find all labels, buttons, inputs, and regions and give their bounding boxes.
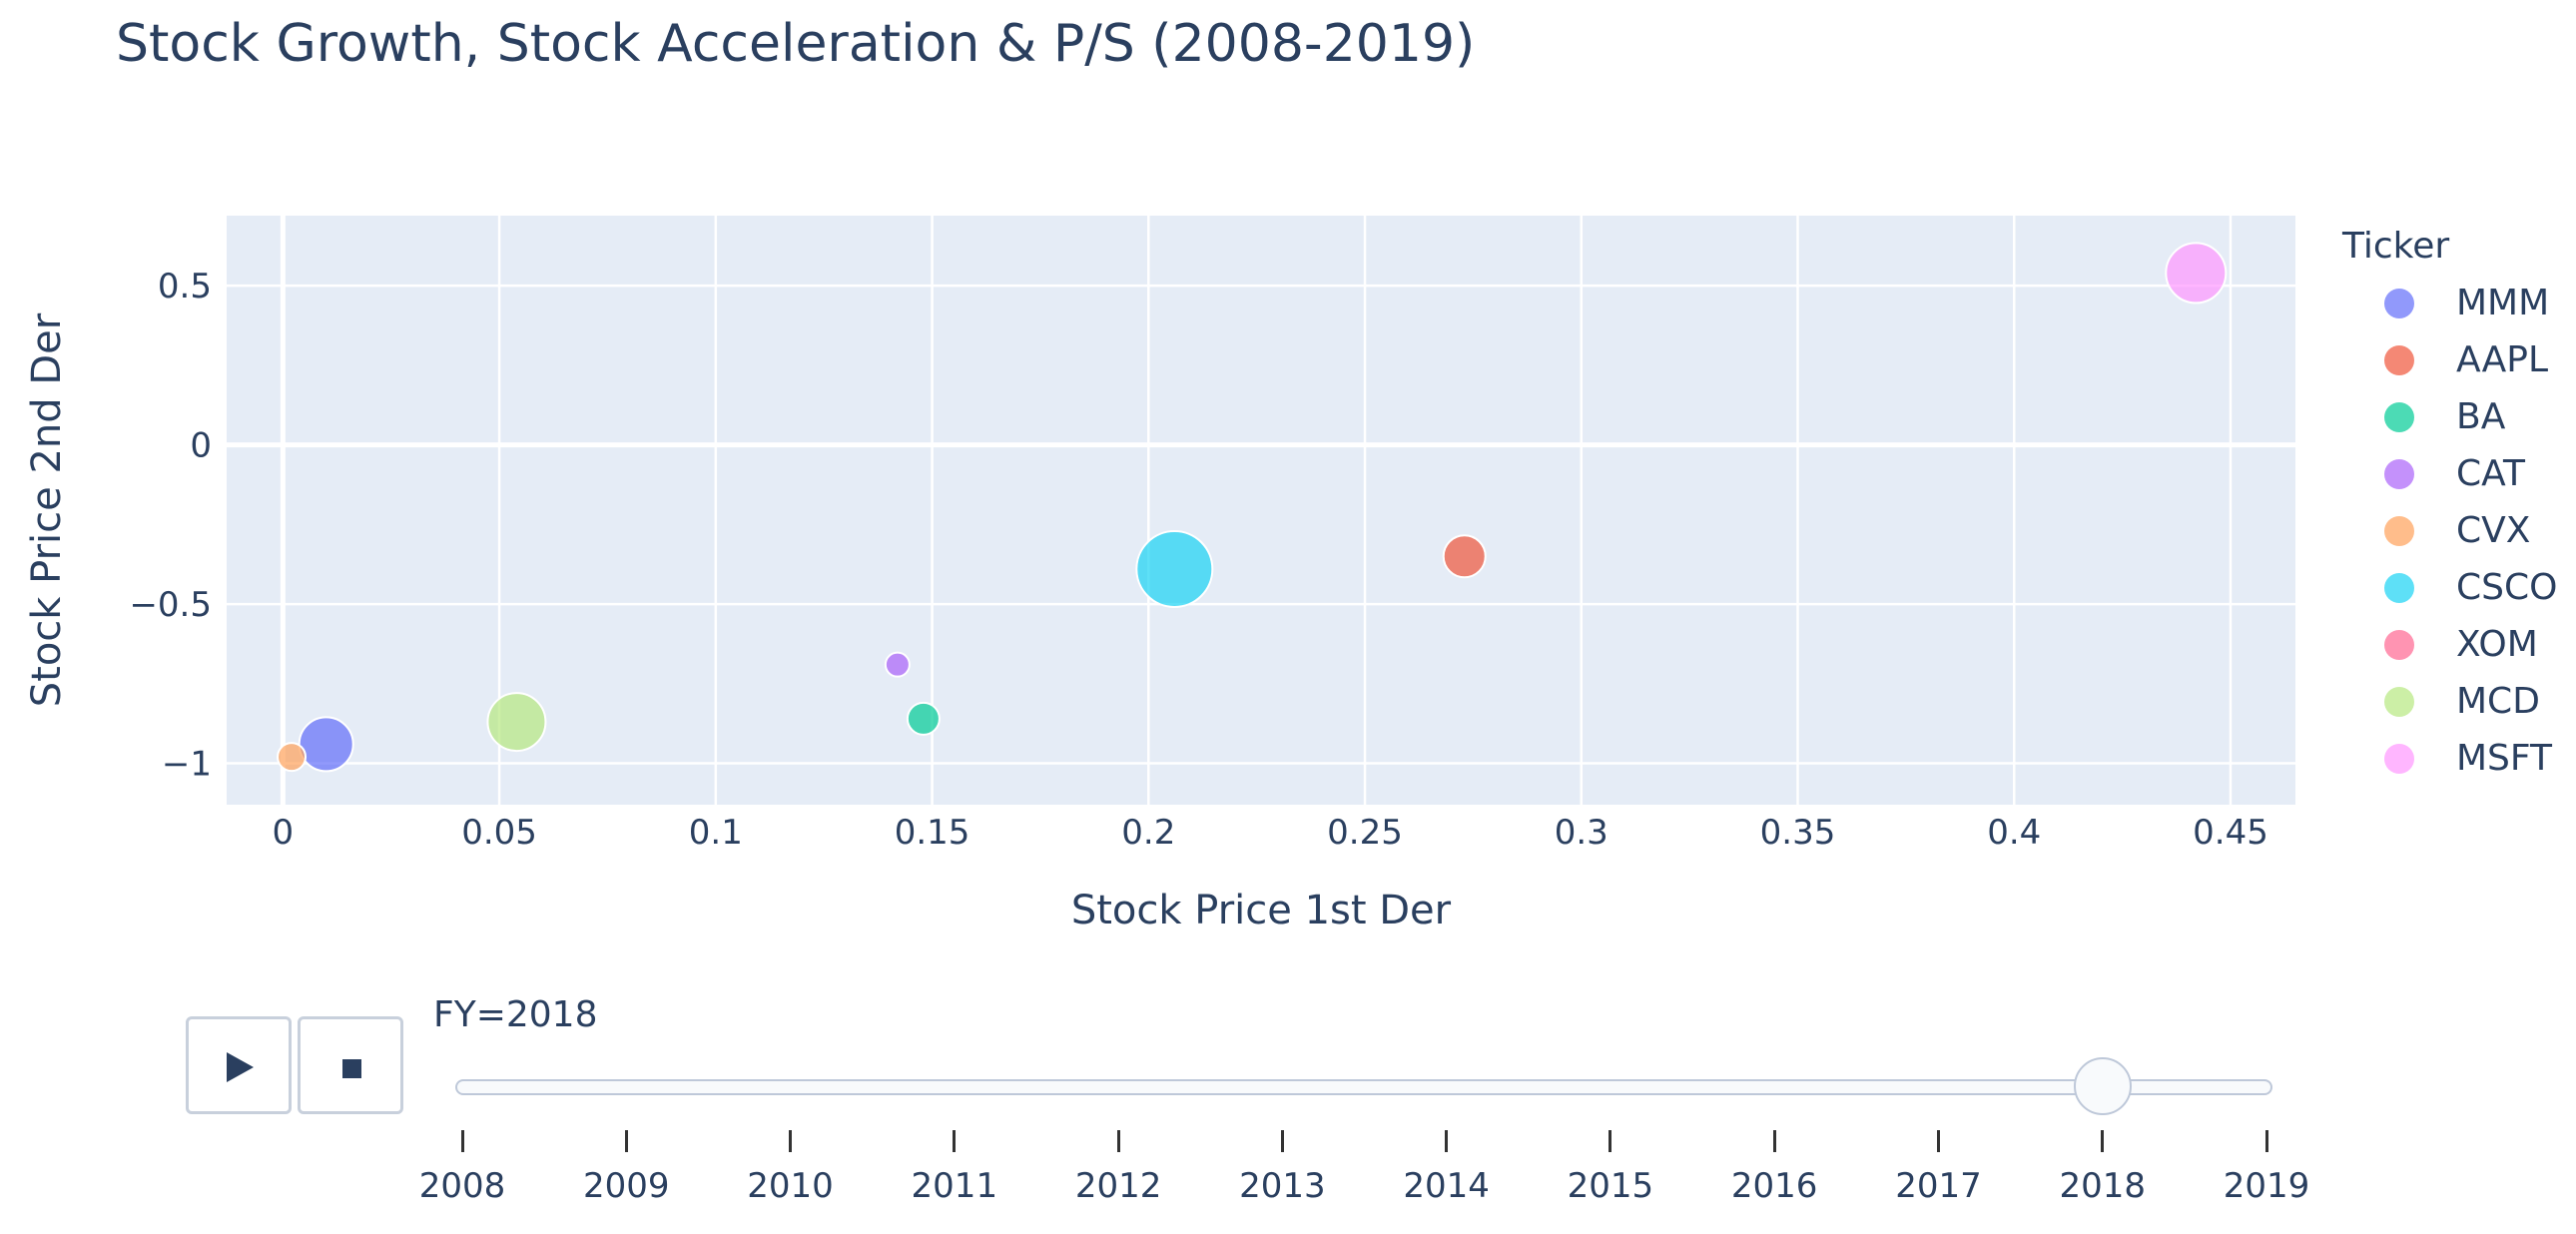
legend-swatch xyxy=(2384,687,2414,717)
x-tick-label: 0.45 xyxy=(2193,813,2268,853)
legend-item-mcd[interactable]: MCD xyxy=(2342,673,2540,730)
slider-tick xyxy=(460,1130,464,1152)
legend-swatch xyxy=(2384,744,2414,774)
y-tick-label: −1 xyxy=(162,745,212,785)
legend-label: MMM xyxy=(2456,283,2550,323)
stop-icon xyxy=(342,1059,361,1078)
slider-tick xyxy=(2101,1130,2105,1152)
marker-cat[interactable] xyxy=(884,651,911,678)
y-gridlines xyxy=(227,284,2295,765)
x-tick-labels: 0 0.05 0.1 0.15 0.2 0.25 0.3 0.35 0.4 0.45 xyxy=(273,813,2268,853)
y-tick-label: 0 xyxy=(190,426,212,466)
year-slider-handle[interactable] xyxy=(2073,1057,2132,1115)
y-axis-title: Stock Price 2nd Der xyxy=(24,312,70,707)
chart-title: Stock Growth, Stock Acceleration & P/S (… xyxy=(116,14,1476,74)
marker-csco[interactable] xyxy=(1135,530,1214,608)
slider-tick xyxy=(1280,1130,1284,1152)
legend-swatch xyxy=(2384,459,2414,489)
marker-mcd[interactable] xyxy=(486,692,547,753)
slider-tick xyxy=(1445,1130,1449,1152)
plot-area xyxy=(227,216,2295,805)
slider-tick-label[interactable]: 2014 xyxy=(1403,1166,1490,1206)
slider-tick xyxy=(1609,1130,1612,1152)
legend-item-cvx[interactable]: CVX xyxy=(2342,502,2530,559)
legend-item-aapl[interactable]: AAPL xyxy=(2342,331,2548,388)
slider-tick-label[interactable]: 2010 xyxy=(747,1166,834,1206)
x-tick-label: 0.05 xyxy=(461,813,537,853)
x-tick-label: 0.35 xyxy=(1760,813,1836,853)
legend-items: MMM AAPL BA CAT CVX CSCO XOM MCD MSFT xyxy=(2342,275,2557,787)
slider-tick-label[interactable]: 2008 xyxy=(418,1166,506,1206)
legend-label: BA xyxy=(2456,396,2506,437)
y-tick-label: 0.5 xyxy=(158,267,212,307)
legend-item-msft[interactable]: MSFT xyxy=(2342,730,2552,787)
y-tick-label: −0.5 xyxy=(129,585,212,625)
marker-ba[interactable] xyxy=(906,701,941,736)
y-tick-labels: 0.5 0 −0.5 −1 xyxy=(129,267,212,784)
legend-swatch xyxy=(2384,345,2414,375)
slider-tick xyxy=(1116,1130,1120,1152)
data-markers xyxy=(277,242,2228,773)
marker-aapl[interactable] xyxy=(1442,534,1487,579)
stop-button[interactable] xyxy=(298,1016,403,1114)
x-tick-label: 0.3 xyxy=(1555,813,1609,853)
legend-item-ba[interactable]: BA xyxy=(2342,388,2505,445)
marker-cvx[interactable] xyxy=(277,742,308,773)
slider-tick xyxy=(953,1130,957,1152)
marker-msft[interactable] xyxy=(2165,242,2228,305)
legend-label: CAT xyxy=(2456,453,2525,494)
legend: Ticker MMM AAPL BA CAT CVX CSCO XOM MCD MSFT xyxy=(2342,226,2557,787)
slider-tick-label[interactable]: 2019 xyxy=(2223,1166,2310,1206)
slider-tick-label[interactable]: 2013 xyxy=(1239,1166,1326,1206)
x-axis-title: Stock Price 1st Der xyxy=(1071,888,1452,933)
play-button[interactable] xyxy=(186,1016,292,1114)
marker-mmm[interactable] xyxy=(298,716,354,773)
legend-item-cat[interactable]: CAT xyxy=(2342,445,2525,502)
slider-tick-label[interactable]: 2015 xyxy=(1567,1166,1654,1206)
legend-swatch xyxy=(2384,573,2414,603)
x-tick-label: 0.2 xyxy=(1121,813,1175,853)
slider-current-label: FY=2018 xyxy=(433,994,598,1035)
slider-tick xyxy=(789,1130,793,1152)
slider-tick-label[interactable]: 2018 xyxy=(2059,1166,2146,1206)
legend-item-xom[interactable]: XOM xyxy=(2342,616,2538,673)
legend-swatch xyxy=(2384,516,2414,546)
slider-tick-label[interactable]: 2016 xyxy=(1730,1166,1818,1206)
x-tick-label: 0.25 xyxy=(1327,813,1403,853)
legend-label: CSCO xyxy=(2456,567,2558,608)
slider-tick-label[interactable]: 2012 xyxy=(1074,1166,1162,1206)
legend-label: MSFT xyxy=(2456,738,2552,779)
legend-swatch xyxy=(2384,402,2414,432)
legend-swatch xyxy=(2384,630,2414,660)
legend-label: MCD xyxy=(2456,681,2540,722)
slider-tick-label[interactable]: 2009 xyxy=(583,1166,670,1206)
legend-item-mmm[interactable]: MMM xyxy=(2342,275,2549,331)
x-tick-label: 0 xyxy=(273,813,295,853)
slider-tick-label[interactable]: 2011 xyxy=(911,1166,998,1206)
legend-label: CVX xyxy=(2456,510,2531,551)
slider-tick xyxy=(1772,1130,1776,1152)
legend-item-csco[interactable]: CSCO xyxy=(2342,559,2557,616)
legend-label: AAPL xyxy=(2456,339,2549,380)
slider-tick xyxy=(2264,1130,2268,1152)
legend-title: Ticker xyxy=(2342,226,2450,267)
slider-tick xyxy=(1936,1130,1940,1152)
slider-tick-label[interactable]: 2017 xyxy=(1895,1166,1982,1206)
slider-tick xyxy=(624,1130,628,1152)
legend-swatch xyxy=(2384,289,2414,318)
year-slider-rail[interactable] xyxy=(455,1079,2272,1095)
play-icon xyxy=(227,1052,254,1082)
x-tick-label: 0.4 xyxy=(1987,813,2041,853)
scatter-chart: 0 0.05 0.1 0.15 0.2 0.25 0.3 0.35 0.4 0.45 0.5 0 −0… xyxy=(24,216,2295,933)
x-tick-label: 0.1 xyxy=(689,813,743,853)
legend-label: XOM xyxy=(2456,624,2538,665)
x-tick-label: 0.15 xyxy=(895,813,970,853)
